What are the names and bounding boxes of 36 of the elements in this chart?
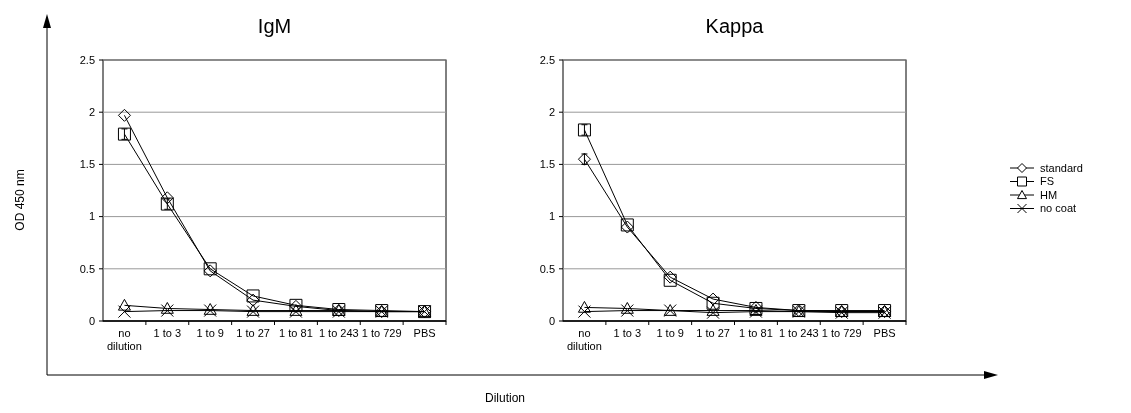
legend-label: standard [1040,161,1083,174]
y-tick-label: 1.5 [79,158,95,171]
y-tick-label: 2.5 [79,53,95,66]
x-tick-label: 1 to 729 [821,327,862,339]
x-tick-label: 1 to 27 [236,327,270,339]
x-tick-label: 1 to 243 [318,327,359,339]
y-tick-label: 1 [548,210,555,223]
x-axis-title: Dilution [484,391,526,405]
x-tick-label: 1 to 729 [361,327,402,339]
x-tick-label: no dilution [107,327,142,352]
y-tick-label: 0 [548,314,555,327]
x-tick-label: 1 to 243 [778,327,819,339]
y-tick-label: 0.5 [539,262,555,275]
legend-label: no coat [1040,202,1077,215]
y-tick-label: 0.5 [79,262,95,275]
x-tick-label: 1 to 9 [656,327,684,339]
x-tick-label: 1 to 9 [196,327,224,339]
x-tick-label: 1 to 27 [696,327,730,339]
legend-label: FS [1040,175,1055,188]
x-tick-label: no dilution [567,327,602,352]
y-tick-label: 2 [88,106,95,119]
chart-title: Kappa [705,15,765,37]
x-tick-label: 1 to 3 [613,327,642,339]
y-tick-label: 1.5 [539,158,555,171]
x-tick-label: PBS [413,327,436,339]
y-tick-label: 0 [88,314,95,327]
y-axis-title: OD 450 nm [13,169,27,231]
x-tick-label: PBS [873,327,896,339]
x-tick-label: 1 to 81 [279,327,313,339]
y-tick-label: 2.5 [539,53,555,66]
x-tick-label: 1 to 81 [739,327,773,339]
chart-title: IgM [257,15,292,37]
legend-label: HM [1040,188,1058,201]
y-tick-label: 1 [88,210,95,223]
y-tick-label: 2 [548,106,555,119]
x-tick-label: 1 to 3 [153,327,182,339]
